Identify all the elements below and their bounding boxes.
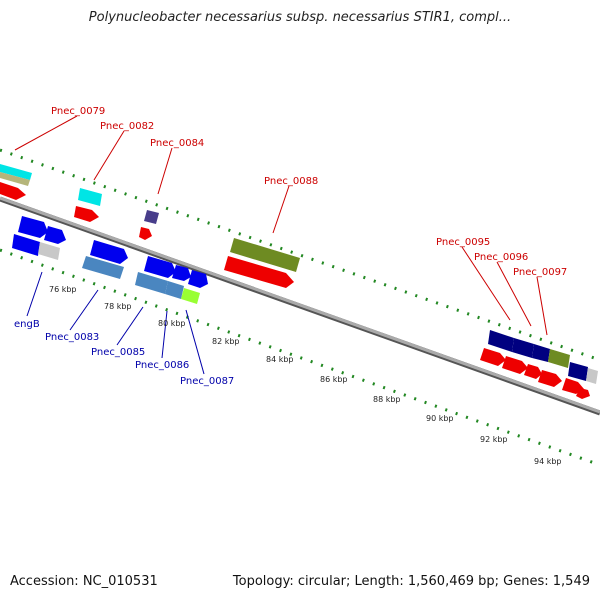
label-pnec-0096: Pnec_0096 (474, 252, 528, 263)
gene-grey-right[interactable] (586, 368, 598, 384)
tick-label-80: 80 kbp (158, 319, 186, 328)
genome-summary-text: Topology: circular; Length: 1,560,469 bp… (232, 574, 590, 589)
tick-label-86: 86 kbp (320, 375, 348, 384)
tick-label-88: 88 kbp (373, 395, 401, 404)
gene-engb[interactable] (12, 234, 40, 256)
leader-pnec-0082 (93, 130, 125, 181)
label-pnec-0097: Pnec_0097 (513, 267, 567, 278)
label-pnec-0085: Pnec_0085 (91, 347, 145, 358)
leader-pnec-0088 (272, 185, 290, 234)
label-pnec-0088: Pnec_0088 (264, 176, 318, 187)
gene-reverse-3[interactable] (90, 240, 128, 264)
map-title: Polynucleobacter necessarius subsp. nece… (88, 10, 512, 25)
gene-pnec-0079-cyan[interactable] (0, 164, 32, 180)
leader-engb (26, 271, 43, 317)
tick-label-84: 84 kbp (266, 355, 294, 364)
gene-reverse-2[interactable] (44, 226, 66, 244)
outer-dotted-track (0, 148, 600, 362)
gene-reverse-6[interactable] (188, 270, 208, 288)
leader-pnec-0095 (461, 246, 511, 321)
gene-pnec-0088-forward[interactable] (224, 256, 294, 288)
gene-pnec-0085[interactable] (135, 272, 168, 294)
tick-label-78: 78 kbp (104, 302, 132, 311)
tick-label-90: 90 kbp (426, 414, 454, 423)
leader-pnec-0097 (536, 276, 548, 336)
gene-pnec-0083[interactable] (82, 256, 124, 279)
leader-pnec-0085 (116, 306, 144, 346)
gene-forward-r6[interactable] (576, 388, 590, 399)
gene-pnec-0082-forward[interactable] (74, 206, 99, 222)
gene-pnec-0097[interactable] (548, 349, 570, 368)
gene-forward-r5[interactable] (562, 378, 584, 394)
label-pnec-0083: Pnec_0083 (45, 332, 99, 343)
gene-pnec-0095[interactable] (488, 330, 514, 352)
gene-forward-arrow[interactable] (0, 182, 26, 200)
leader-pnec-0087 (185, 309, 205, 375)
gene-reverse-5[interactable] (172, 265, 191, 281)
leader-pnec-0084 (157, 147, 173, 195)
gene-pnec-0096b[interactable] (532, 344, 550, 362)
gene-pnec-0088[interactable] (230, 238, 300, 272)
gene-pnec-0087[interactable] (181, 288, 200, 304)
tick-label-92: 92 kbp (480, 435, 508, 444)
gene-forward-r1[interactable] (480, 348, 506, 366)
gene-pnec-0084[interactable] (144, 210, 159, 224)
label-pnec-0087: Pnec_0087 (180, 376, 234, 387)
gene-pnec-0096[interactable] (512, 338, 534, 358)
accession-text: Accession: NC_010531 (10, 574, 158, 589)
label-pnec-0086: Pnec_0086 (135, 360, 189, 371)
backbone (0, 196, 600, 414)
gene-navy-right[interactable] (568, 362, 588, 381)
tick-label-82: 82 kbp (212, 337, 240, 346)
label-pnec-0084: Pnec_0084 (150, 138, 204, 149)
gene-pnec-0084-forward[interactable] (139, 227, 152, 240)
gene-forward-r2[interactable] (502, 356, 528, 374)
label-pnec-0082: Pnec_0082 (100, 121, 154, 132)
gene-reverse-4[interactable] (144, 256, 176, 278)
leader-pnec-0083 (69, 289, 99, 331)
label-engb: engB (14, 319, 40, 330)
leader-pnec-0079 (14, 115, 78, 151)
gene-pnec-0086[interactable] (165, 281, 184, 299)
label-pnec-0079: Pnec_0079 (51, 106, 105, 117)
gene-pnec-0082-cyan[interactable] (78, 188, 102, 206)
gene-forward-r4[interactable] (538, 370, 562, 387)
leader-pnec-0096 (496, 261, 532, 327)
gene-olive-bar[interactable] (0, 172, 30, 186)
tick-label-76: 76 kbp (49, 285, 77, 294)
gene-grey-small[interactable] (38, 242, 60, 260)
gene-reverse-1[interactable] (18, 216, 48, 238)
leader-pnec-0086 (161, 310, 168, 359)
label-pnec-0095: Pnec_0095 (436, 237, 490, 248)
tick-label-94: 94 kbp (534, 457, 562, 466)
gene-forward-r3[interactable] (524, 364, 542, 379)
